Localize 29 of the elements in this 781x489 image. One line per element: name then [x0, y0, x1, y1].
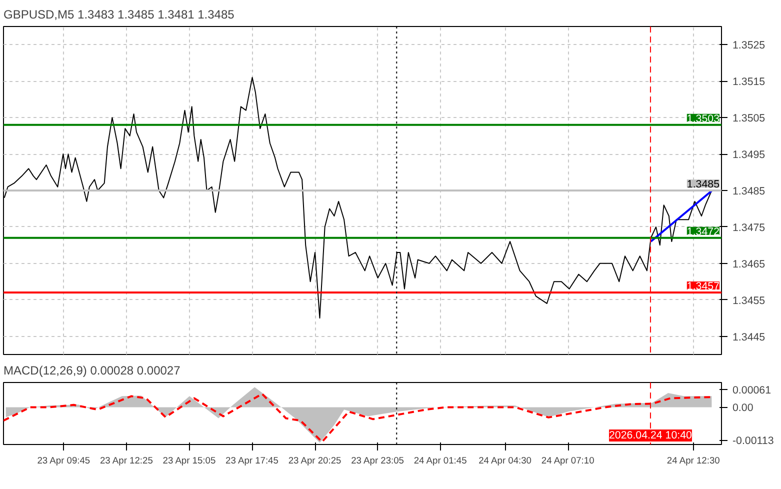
- chart-title: MACD(12,26,9) 0.00028 0.00027: [4, 364, 181, 378]
- y-tick-label: 1.3465: [732, 258, 766, 270]
- y-tick-label: 1.3475: [732, 222, 766, 234]
- y-tick-label: 1.3505: [732, 112, 766, 125]
- x-tick-label: 24 Apr 04:30: [478, 456, 532, 466]
- y-tick-label: 1.3485: [732, 186, 766, 198]
- x-tick-label: 23 Apr 15:05: [162, 456, 216, 466]
- x-tick-label: 23 Apr 17:45: [226, 456, 278, 466]
- x-tick-label: 23 Apr 20:25: [288, 456, 342, 466]
- y-tick-label: 1.3455: [732, 294, 766, 307]
- ref-line-label: 1.3485: [686, 178, 720, 190]
- x-tick-label: 24 Apr 07:10: [541, 456, 594, 466]
- x-tick-label: 23 Apr 12:25: [100, 456, 153, 466]
- y-tick-label: 0.00061: [732, 384, 772, 396]
- y-tick-label: 1.3515: [732, 76, 766, 88]
- y-tick-label: 0.00: [732, 402, 754, 414]
- y-tick-label: 1.3525: [732, 40, 766, 52]
- y-tick-label: 1.3495: [732, 149, 766, 162]
- chart-title: GBPUSD,M5 1.3483 1.3485 1.3481 1.3485: [4, 8, 235, 22]
- x-tick-label: 23 Apr 09:45: [37, 456, 90, 466]
- ref-line-label: 1.3457: [686, 280, 720, 293]
- y-tick-label: 1.3445: [732, 331, 766, 344]
- x-tick-label: 24 Apr 12:30: [666, 456, 720, 466]
- x-tick-label: 23 Apr 23:05: [351, 456, 404, 466]
- x-tick-label: 24 Apr 01:45: [414, 456, 467, 466]
- y-tick-label: -0.00113: [732, 435, 774, 448]
- ref-line-label: 1.3503: [686, 112, 720, 125]
- ref-line-label: 2026.04.24 10:40: [609, 430, 692, 442]
- ref-line-label: 1.3472: [686, 226, 720, 238]
